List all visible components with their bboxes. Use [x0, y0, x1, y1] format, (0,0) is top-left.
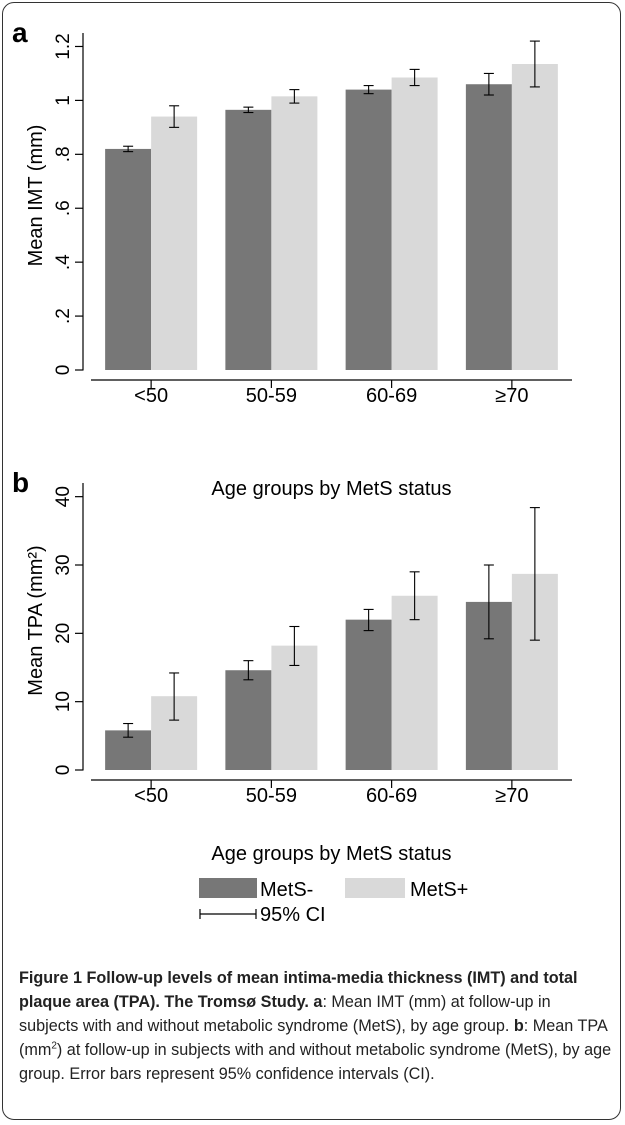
x-tick-label: ≥70: [495, 385, 528, 407]
y-tick-label: .6: [53, 200, 74, 216]
y-tick-label: 30: [53, 554, 74, 575]
bar: [511, 64, 558, 370]
x-tick-label: ≥70: [495, 785, 528, 807]
caption-superscript: 2: [51, 1040, 57, 1052]
x-axis-label: Age groups by MetS status: [211, 478, 451, 500]
bar: [345, 89, 392, 370]
bar: [345, 619, 392, 770]
panel-letter: b: [12, 467, 29, 498]
x-tick-label: 50-59: [246, 785, 297, 807]
x-tick-label: 60-69: [366, 385, 417, 407]
y-tick-label: 20: [53, 623, 74, 644]
bar: [271, 645, 318, 770]
x-tick-label: 50-59: [246, 385, 297, 407]
legend-label-mets-minus: MetS-: [260, 879, 313, 901]
legend-ci-label: 95% CI: [260, 904, 326, 926]
y-tick-label: 0: [53, 765, 74, 776]
panel-a: a 0 .2 .4 .6 .8 1 1.2 Mean IMT (mm) <50 50-59 60-69…: [12, 17, 572, 500]
figure-charts: a 0 .2 .4 .6 .8 1 1.2 Mean IMT (mm) <50 50-59 60-69…: [12, 17, 572, 926]
y-tick-label: 1: [53, 95, 74, 106]
caption-panel-a-text: : Mean IMT (mm) at follow-up in subjects…: [19, 993, 551, 1035]
legend-swatch-mets-plus: [345, 878, 405, 898]
bar: [225, 670, 272, 770]
legend-swatch-mets-minus: [199, 878, 257, 898]
panel-b: b 0 10 20 30 40 Mean TPA (mm²) <50 50-59 60-69 ≥70…: [12, 467, 572, 865]
bar: [391, 595, 438, 770]
bar: [465, 84, 512, 370]
caption-panel-b-letter: b: [513, 1017, 524, 1035]
y-tick-label: 0: [53, 365, 74, 376]
figure-caption: Figure 1 Follow-up levels of mean intima…: [19, 966, 614, 1086]
y-tick-label: 1.2: [53, 33, 74, 59]
caption-panel-a-letter: a: [313, 993, 323, 1011]
y-tick-label: .4: [53, 254, 74, 270]
bar: [271, 96, 318, 370]
y-tick-label: 10: [53, 691, 74, 712]
bar: [391, 77, 438, 370]
x-tick-label: 60-69: [366, 785, 417, 807]
y-tick-label: .8: [53, 146, 74, 162]
caption-title: Figure 1 Follow-up levels of mean intima…: [19, 969, 578, 1011]
x-tick-label: <50: [134, 385, 168, 407]
legend-label-mets-plus: MetS+: [410, 879, 468, 901]
y-axis-label: Mean IMT (mm): [25, 125, 47, 267]
y-axis-label: Mean TPA (mm²): [25, 545, 47, 695]
bar: [225, 109, 272, 370]
caption-panel-b-text: : Mean TPA (mm: [19, 1017, 607, 1059]
panel-letter: a: [12, 17, 28, 48]
bar: [105, 148, 152, 370]
x-tick-label: <50: [134, 785, 168, 807]
x-axis-label: Age groups by MetS status: [211, 843, 451, 865]
caption-panel-b-text-end: ) at follow-up in subjects with and with…: [19, 1041, 612, 1083]
y-tick-label: .2: [53, 308, 74, 324]
bar: [151, 116, 198, 371]
legend: MetS- MetS+ 95% CI: [199, 878, 468, 926]
y-tick-label: 40: [53, 486, 74, 507]
